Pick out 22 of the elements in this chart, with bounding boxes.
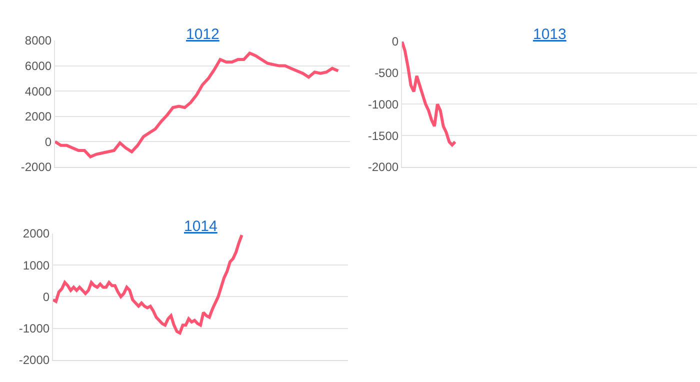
y-tick-label: 4000: [24, 84, 52, 98]
y-tick-label: -1500: [368, 128, 399, 143]
y-tick-label: 0: [42, 290, 50, 304]
y-tick-label: 6000: [24, 59, 52, 74]
y-tick-label: -2000: [18, 353, 50, 368]
y-tick-label: -2000: [20, 160, 52, 174]
y-tick-label: 1000: [22, 258, 50, 272]
y-tick-label: 0: [44, 134, 52, 149]
line-series: [402, 41, 457, 146]
line-series: [55, 52, 340, 158]
y-tick-label: -1000: [368, 97, 399, 112]
y-tick-label: 2000: [24, 110, 52, 124]
chart-title: 1012: [186, 26, 220, 43]
chart-title: 1014: [184, 218, 218, 235]
y-tick-label: -2000: [368, 160, 399, 174]
y-tick-label: 2000: [22, 226, 50, 241]
y-tick-label: -1000: [18, 322, 50, 336]
y-tick-label: 8000: [24, 34, 52, 48]
line-series: [53, 234, 244, 335]
chart-title: 1013: [533, 26, 566, 43]
y-tick-label: -500: [374, 66, 399, 80]
y-tick-label: 0: [392, 34, 399, 49]
